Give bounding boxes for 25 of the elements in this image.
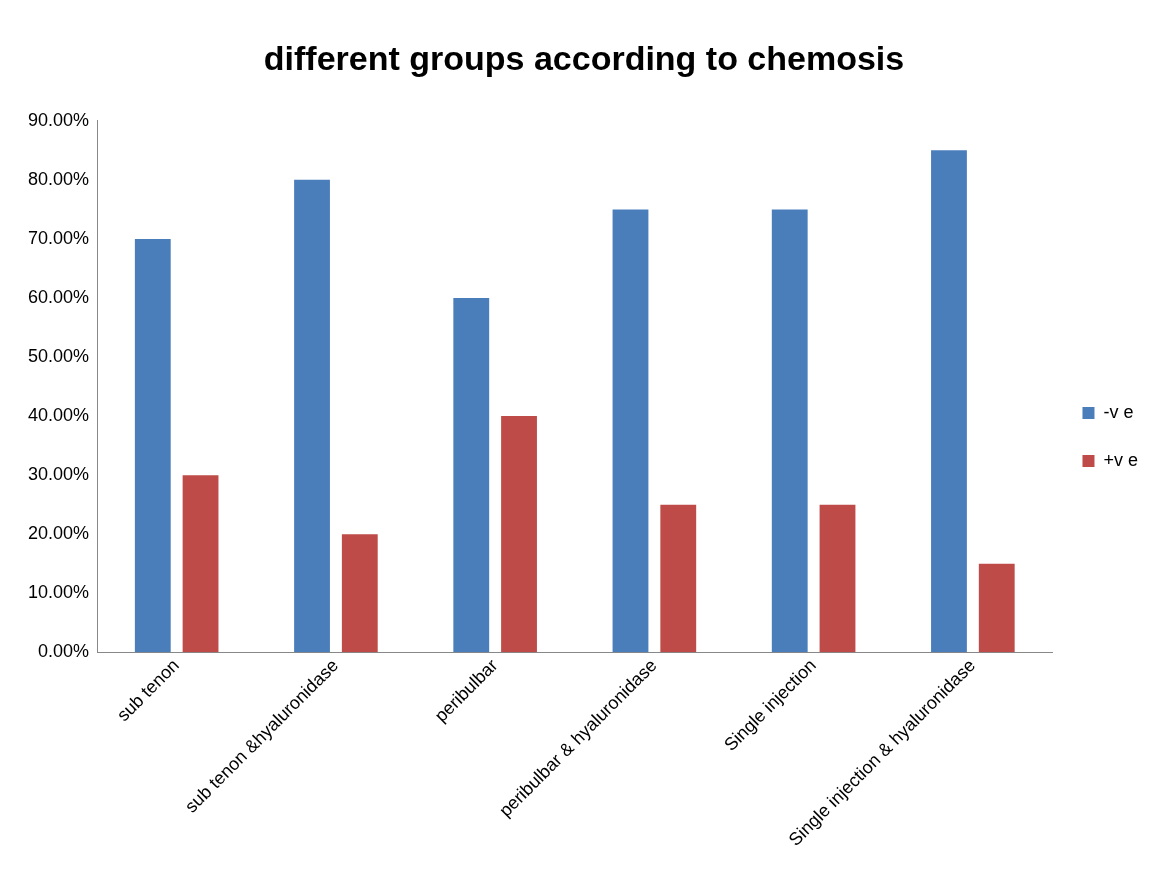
bar	[931, 150, 967, 653]
y-tick-label: 90.00%	[27, 109, 90, 130]
y-tick-label: 50.00%	[27, 345, 90, 366]
y-tick-label: 80.00%	[27, 168, 90, 189]
y-tick-label: 70.00%	[27, 227, 90, 248]
y-tick-label: 60.00%	[27, 286, 90, 307]
y-tick-label: 20.00%	[27, 523, 90, 544]
bar	[341, 534, 378, 653]
y-tick-label: 10.00%	[27, 582, 90, 603]
y-tick-label: 0.00%	[38, 641, 90, 662]
bar	[294, 179, 330, 653]
bar	[978, 563, 1015, 653]
y-tick-label: 30.00%	[27, 464, 90, 485]
bar	[453, 297, 490, 653]
bar	[501, 416, 537, 653]
y-tick-label: 40.00%	[27, 405, 90, 426]
bar	[660, 504, 697, 653]
bar	[182, 475, 219, 653]
bar	[771, 209, 808, 653]
chart-title: different groups according to chemosis	[263, 38, 905, 77]
bar	[612, 209, 649, 653]
legend-label: +v e	[1103, 449, 1139, 470]
bar	[134, 238, 171, 653]
legend-label: -v e	[1103, 401, 1134, 422]
bar	[819, 504, 856, 653]
